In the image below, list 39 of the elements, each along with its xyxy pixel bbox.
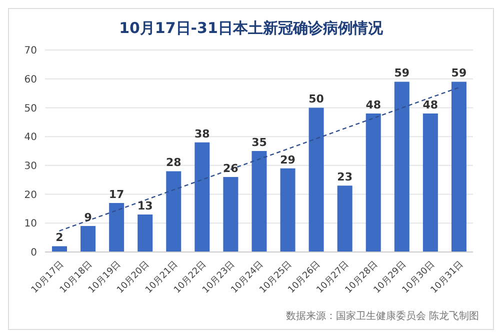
data-label: 9: [84, 211, 92, 224]
y-tick-label: 70: [24, 46, 37, 57]
data-label: 13: [137, 199, 153, 212]
data-label: 35: [252, 136, 267, 149]
bar: [451, 82, 466, 252]
data-label: 48: [366, 98, 382, 112]
bar: [252, 151, 267, 252]
bar: [337, 186, 352, 252]
bar: [52, 246, 67, 252]
y-tick-label: 50: [24, 103, 37, 114]
data-label: 2: [56, 231, 64, 244]
data-label: 59: [451, 66, 467, 80]
bar: [138, 214, 153, 252]
data-label: 17: [108, 188, 124, 201]
data-label: 28: [166, 156, 182, 170]
bar: [80, 226, 96, 252]
bar: [394, 82, 410, 252]
y-tick-label: 0: [30, 248, 37, 259]
bar: [166, 171, 182, 252]
bar: [223, 176, 238, 252]
y-tick-label: 20: [24, 190, 37, 201]
bar: [280, 168, 296, 252]
data-label: 23: [337, 170, 352, 184]
bar: [109, 202, 124, 252]
data-label: 59: [394, 66, 410, 80]
data-label: 38: [194, 127, 210, 140]
bar: [422, 113, 438, 252]
bar: [366, 113, 381, 252]
bar: [194, 142, 210, 252]
source-note: 数据来源：国家卫生健康委员会 陈龙飞制图: [286, 310, 479, 323]
y-tick-label: 60: [24, 74, 37, 86]
y-tick-label: 30: [24, 160, 37, 172]
bar: [308, 108, 324, 252]
data-label: 48: [422, 98, 438, 112]
y-tick-label: 10: [24, 218, 37, 230]
y-tick-label: 40: [24, 132, 37, 144]
data-label: 50: [308, 92, 324, 106]
chart-title: 10月17日-31日本土新冠确诊病例情况: [118, 19, 384, 38]
data-label: 29: [280, 153, 296, 166]
